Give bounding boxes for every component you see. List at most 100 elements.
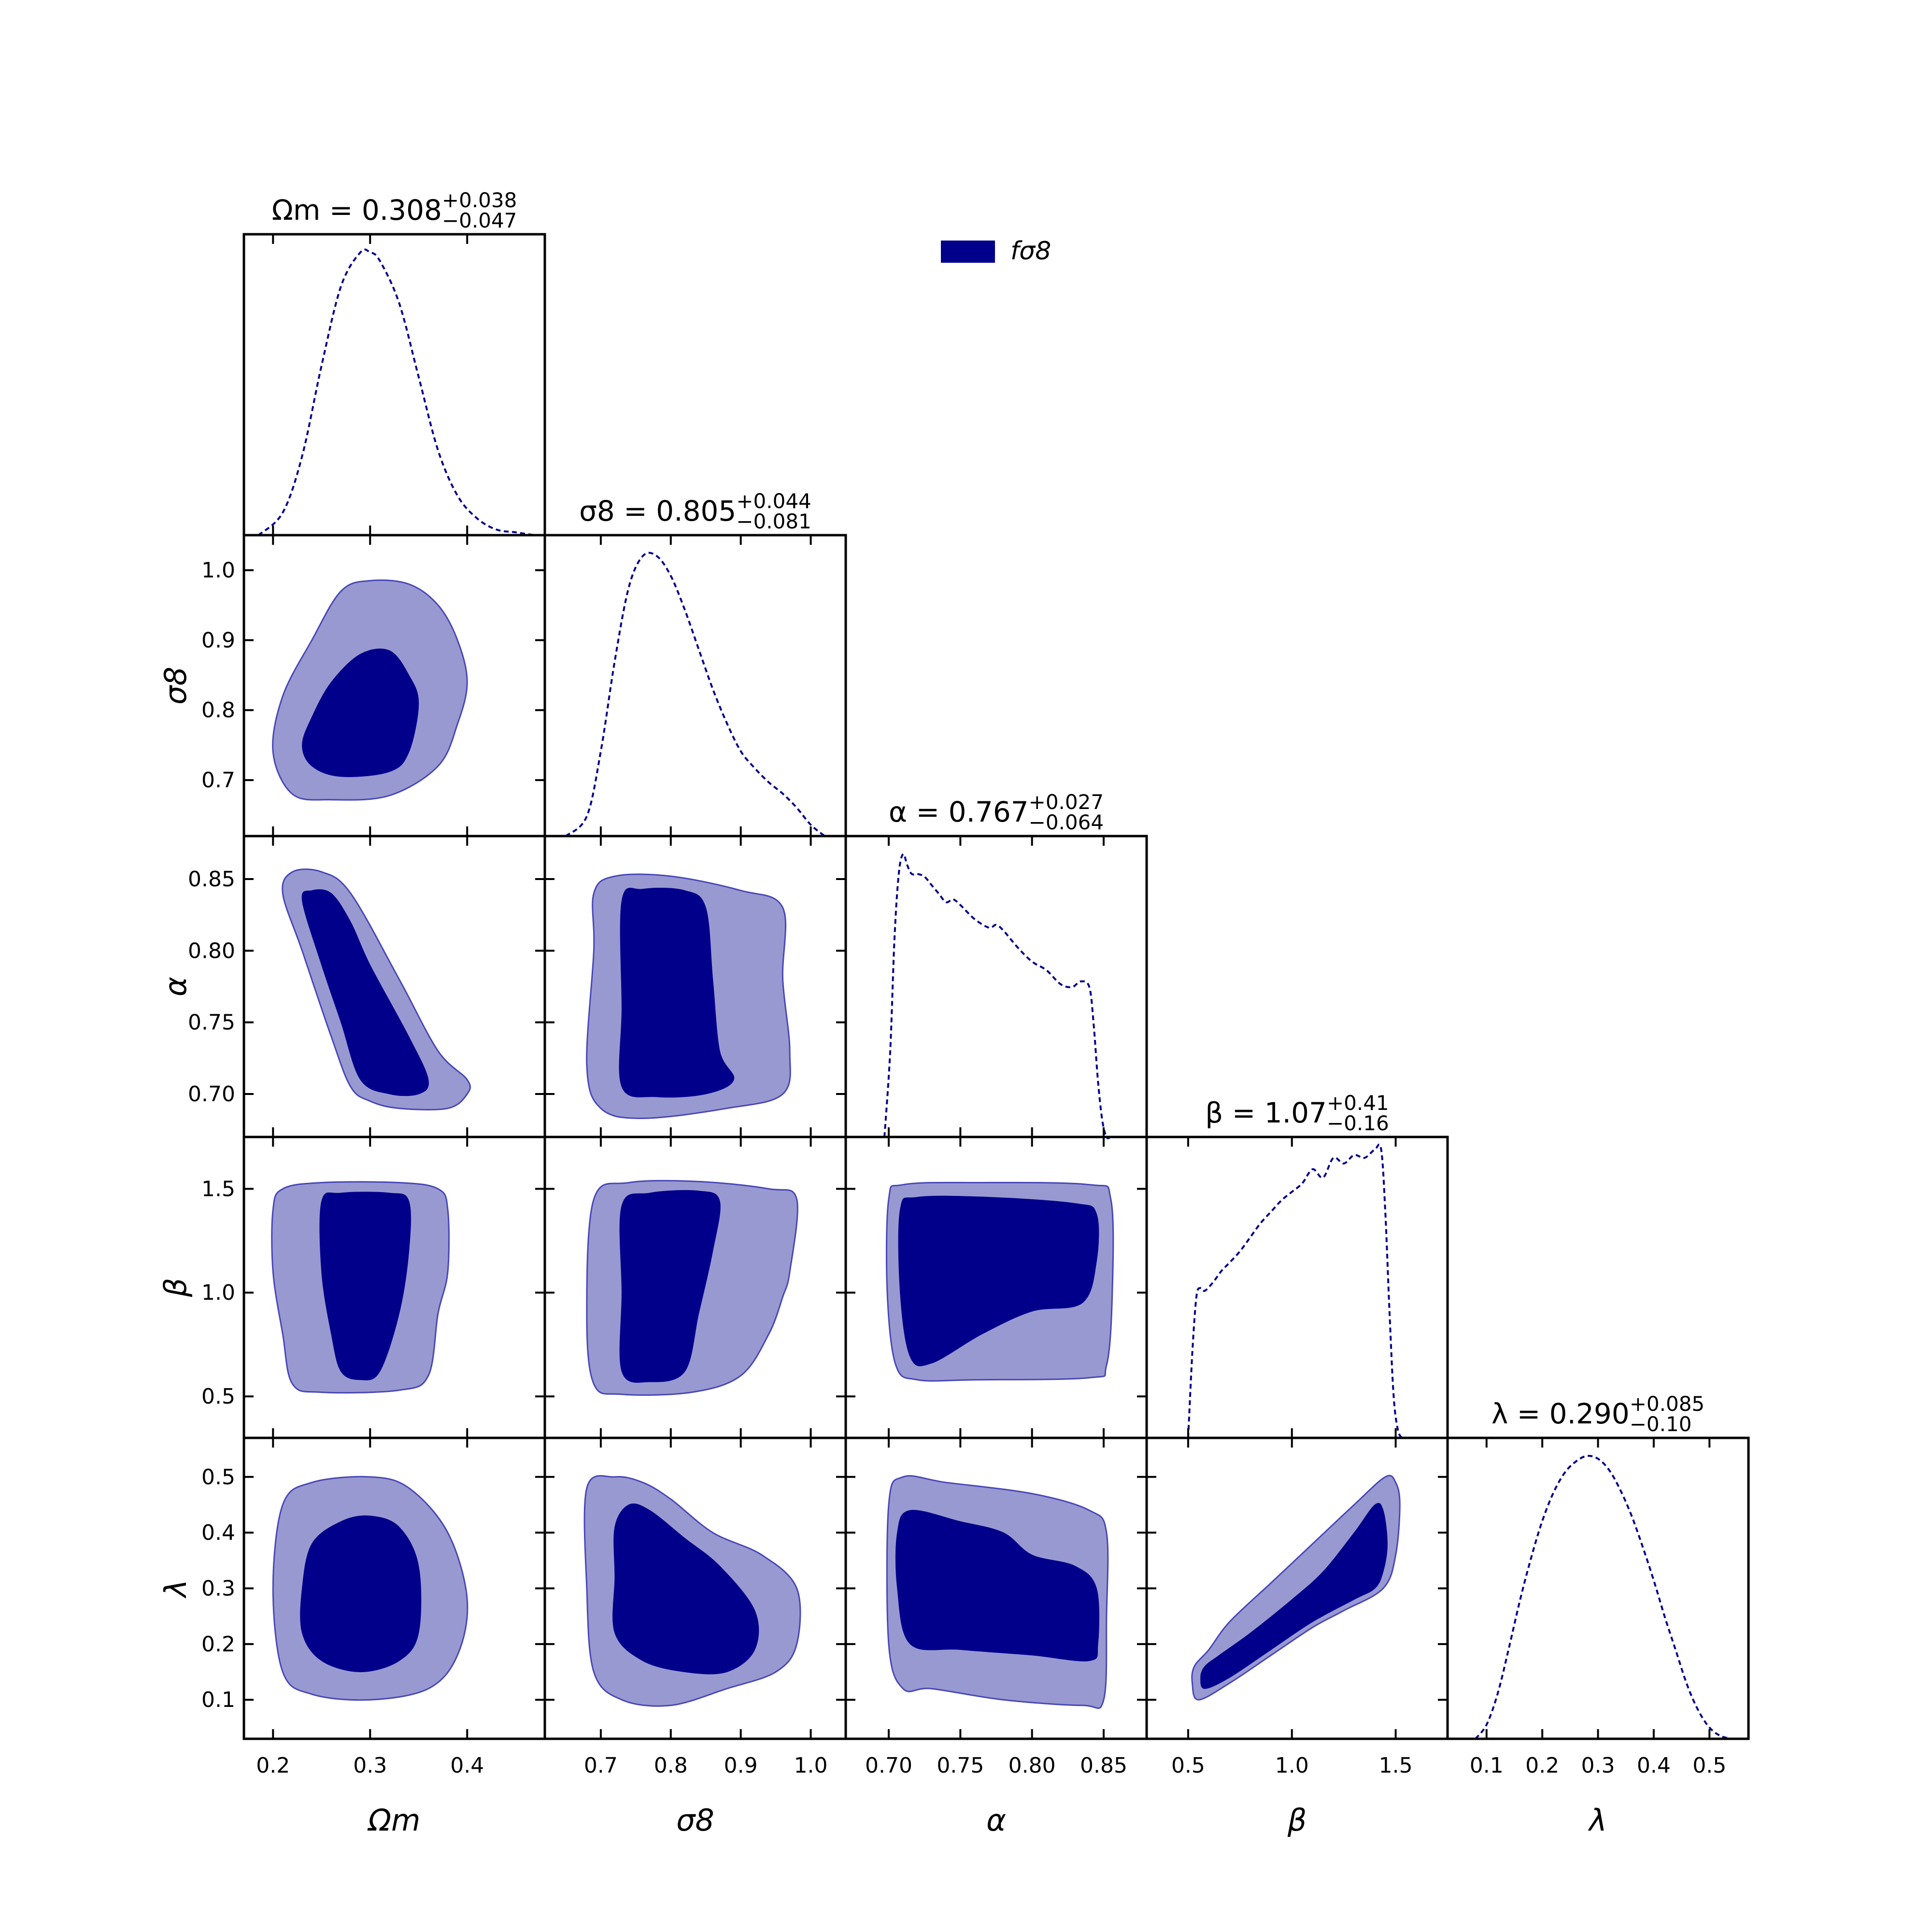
ytick-label-lambda: 0.2 bbox=[201, 1632, 235, 1657]
panel-title-s8: σ8 = 0.805+0.044 −0.081 bbox=[579, 489, 811, 533]
xaxis-label-om: Ωm bbox=[367, 1803, 421, 1838]
xtick-label-lambda: 0.1 bbox=[1470, 1753, 1504, 1778]
pdf-panel-lambda: λ = 0.290+0.085 −0.10 bbox=[1475, 1392, 1732, 1740]
panel-title-sub-om: −0.047 bbox=[442, 209, 517, 232]
ytick-label-lambda: 0.4 bbox=[201, 1520, 235, 1545]
yaxis-label-beta: β bbox=[158, 1278, 193, 1298]
panel-title-main-s8: σ8 = 0.805 bbox=[579, 495, 736, 527]
xtick-label-alpha: 0.70 bbox=[865, 1753, 912, 1778]
panel-title-main-alpha: α = 0.767 bbox=[889, 796, 1029, 828]
yaxis-label-s8: σ8 bbox=[158, 667, 193, 705]
xtick-label-beta: 1.0 bbox=[1275, 1753, 1309, 1778]
xtick-label-lambda: 0.5 bbox=[1692, 1753, 1726, 1778]
panel-frame-om-om bbox=[242, 233, 546, 537]
ytick-label-s8: 0.7 bbox=[201, 768, 235, 793]
pdf-curve-lambda bbox=[1475, 1455, 1732, 1740]
panel-title-om: Ωm = 0.308+0.038 −0.047 bbox=[272, 188, 517, 232]
panel-title-sub-lambda: −0.10 bbox=[1630, 1412, 1692, 1436]
contour-panel-s8-lambda bbox=[583, 1475, 801, 1707]
pdf-panel-s8: σ8 = 0.805+0.044 −0.081 bbox=[565, 489, 825, 837]
ytick-label-s8: 0.8 bbox=[201, 698, 235, 723]
contour-panel-alpha-lambda bbox=[886, 1475, 1109, 1709]
ytick-label-alpha: 0.85 bbox=[188, 867, 235, 892]
pdf-curve-om bbox=[257, 248, 545, 537]
xaxis-label-lambda: λ bbox=[1588, 1803, 1607, 1838]
ytick-label-lambda: 0.5 bbox=[201, 1465, 235, 1490]
panel-title-sup-alpha: +0.027 bbox=[1029, 790, 1104, 814]
contour-68-beta-lambda bbox=[1200, 1503, 1388, 1689]
xtick-label-s8: 0.7 bbox=[584, 1753, 618, 1778]
ytick-label-beta: 1.5 bbox=[201, 1177, 235, 1201]
panel-title-lambda: λ = 0.290+0.085 −0.10 bbox=[1492, 1392, 1705, 1436]
pdf-curve-s8 bbox=[565, 552, 825, 837]
contour-68-om-beta bbox=[319, 1192, 411, 1380]
panel-border-lambda-lambda bbox=[1446, 1436, 1750, 1740]
panel-title-beta: β = 1.07+0.41 −0.16 bbox=[1205, 1091, 1389, 1135]
xtick-label-s8: 1.0 bbox=[794, 1753, 828, 1778]
pdf-curve-alpha bbox=[883, 853, 1111, 1139]
xtick-label-alpha: 0.85 bbox=[1080, 1753, 1127, 1778]
ytick-label-beta: 1.0 bbox=[201, 1280, 235, 1305]
ytick-label-alpha: 0.75 bbox=[188, 1010, 235, 1035]
panel-frame-lambda-lambda bbox=[1446, 1436, 1750, 1740]
panel-title-sup-lambda: +0.085 bbox=[1630, 1392, 1705, 1416]
contour-68-om-alpha bbox=[301, 889, 429, 1096]
contour-68-alpha-lambda bbox=[895, 1509, 1100, 1662]
ytick-label-alpha: 0.70 bbox=[188, 1082, 235, 1107]
panel-title-alpha: α = 0.767+0.027 −0.064 bbox=[889, 790, 1104, 834]
contour-panel-om-beta bbox=[271, 1181, 450, 1394]
xtick-label-beta: 1.5 bbox=[1379, 1753, 1413, 1778]
ytick-label-s8: 1.0 bbox=[201, 558, 235, 582]
contour-68-s8-lambda bbox=[612, 1503, 759, 1675]
pdf-curve-beta bbox=[1187, 1143, 1403, 1439]
panel-title-main-beta: β = 1.07 bbox=[1205, 1096, 1327, 1129]
xtick-label-alpha: 0.80 bbox=[1009, 1753, 1056, 1778]
panel-border-s8-s8 bbox=[543, 534, 847, 838]
xaxis-label-beta: β bbox=[1287, 1803, 1307, 1838]
contour-panel-s8-beta bbox=[586, 1179, 798, 1396]
ytick-label-lambda: 0.1 bbox=[201, 1688, 235, 1712]
yaxis-label-alpha: α bbox=[158, 977, 193, 996]
xtick-label-beta: 0.5 bbox=[1171, 1753, 1205, 1778]
xtick-label-lambda: 0.3 bbox=[1581, 1753, 1615, 1778]
xtick-label-om: 0.4 bbox=[450, 1753, 484, 1778]
panel-title-main-lambda: λ = 0.290 bbox=[1492, 1397, 1630, 1430]
contour-68-alpha-beta bbox=[898, 1195, 1099, 1366]
contour-68-om-s8 bbox=[302, 648, 419, 777]
panel-frame-alpha-alpha bbox=[844, 835, 1148, 1138]
pdf-panel-alpha: α = 0.767+0.027 −0.064 bbox=[883, 790, 1111, 1139]
panel-border-alpha-alpha bbox=[844, 835, 1148, 1138]
panel-title-sup-s8: +0.044 bbox=[736, 489, 811, 513]
contour-68-om-lambda bbox=[300, 1515, 422, 1673]
ytick-label-lambda: 0.3 bbox=[201, 1577, 235, 1601]
contour-panel-alpha-beta bbox=[885, 1181, 1114, 1382]
xaxis-label-s8: σ8 bbox=[676, 1803, 714, 1838]
contour-panel-om-lambda bbox=[272, 1476, 469, 1701]
panel-title-sub-s8: −0.081 bbox=[736, 510, 811, 533]
ytick-label-beta: 0.5 bbox=[201, 1384, 235, 1409]
xtick-label-lambda: 0.4 bbox=[1637, 1753, 1671, 1778]
panel-frame-beta-beta bbox=[1145, 1136, 1449, 1439]
contour-panel-om-alpha bbox=[282, 868, 471, 1110]
xtick-label-lambda: 0.2 bbox=[1525, 1753, 1559, 1778]
contour-panel-om-s8 bbox=[272, 579, 468, 801]
legend-label-fs8: fσ8 bbox=[1010, 237, 1051, 266]
panel-title-main-om: Ωm = 0.308 bbox=[272, 194, 442, 227]
contour-68-s8-alpha bbox=[619, 887, 735, 1098]
yaxis-label-lambda: λ bbox=[158, 1579, 193, 1599]
ytick-label-alpha: 0.80 bbox=[188, 938, 235, 963]
contour-68-s8-beta bbox=[619, 1190, 721, 1383]
panel-title-sub-beta: −0.16 bbox=[1327, 1111, 1389, 1135]
contour-panel-s8-alpha bbox=[586, 873, 791, 1119]
legend: fσ8 bbox=[941, 237, 1051, 266]
ytick-label-s8: 0.9 bbox=[201, 628, 235, 653]
legend-swatch-fs8 bbox=[941, 241, 995, 263]
panel-frame-s8-s8 bbox=[543, 534, 847, 838]
xtick-label-om: 0.2 bbox=[256, 1753, 290, 1778]
panel-border-om-om bbox=[242, 233, 546, 537]
pdf-panel-beta: β = 1.07+0.41 −0.16 bbox=[1187, 1091, 1403, 1439]
panel-title-sup-om: +0.038 bbox=[442, 188, 517, 212]
contour-panel-beta-lambda bbox=[1191, 1475, 1401, 1701]
